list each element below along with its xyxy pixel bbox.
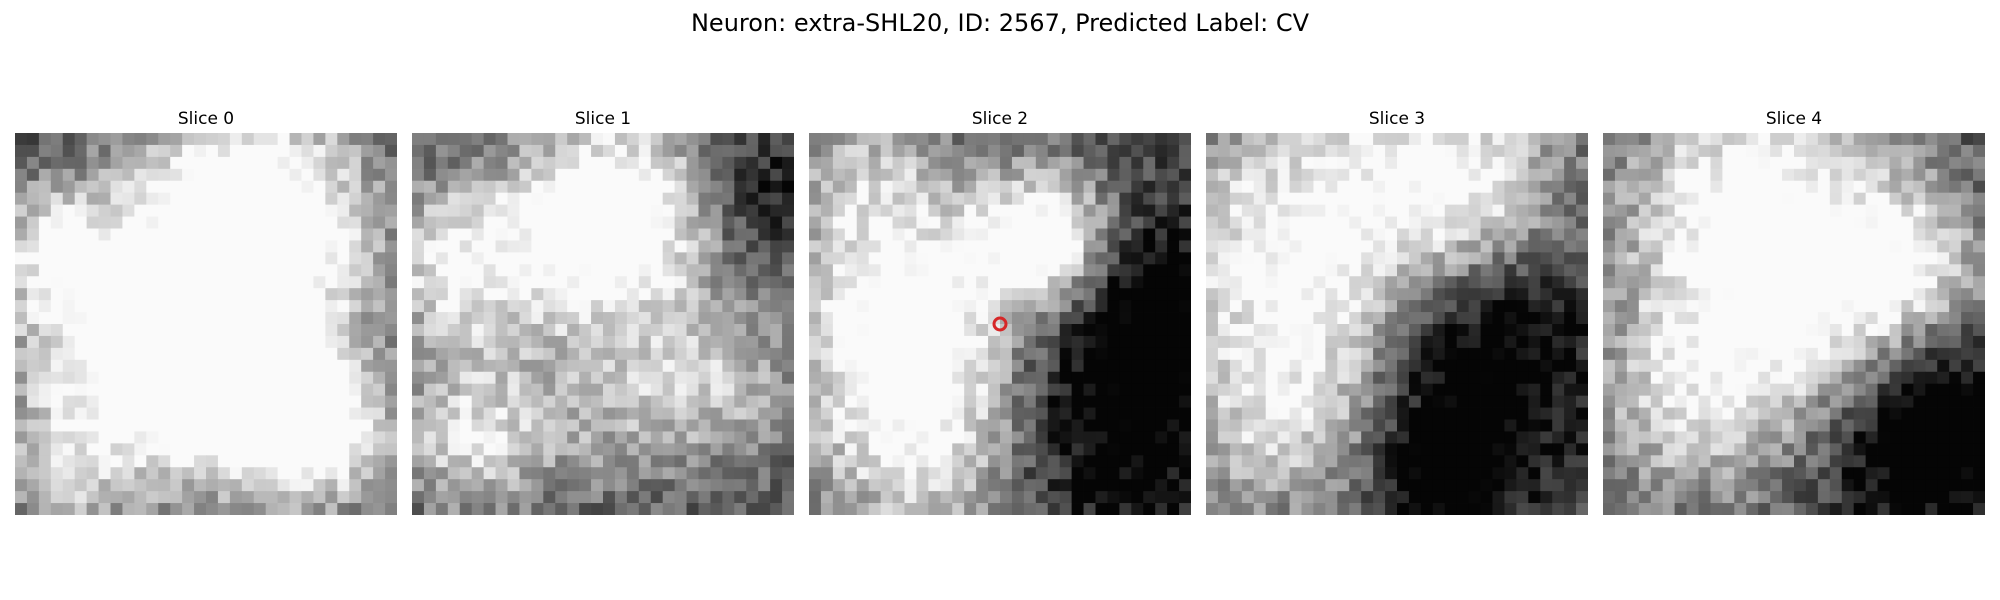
slice-title-3: Slice 3: [1368, 109, 1426, 129]
slice-panel-2: Slice 2: [809, 105, 1191, 515]
slice-title-2: Slice 2: [971, 109, 1029, 129]
slice-image-1: [412, 133, 794, 515]
figure-title: Neuron: extra-SHL20, ID: 2567, Predicted…: [690, 9, 1310, 37]
slice-image-2: [809, 133, 1191, 515]
slice-title-0: Slice 0: [177, 109, 235, 129]
slice-image-3: [1206, 133, 1588, 515]
slice-image-0: [15, 133, 397, 515]
slice-panel-4: Slice 4: [1603, 105, 1985, 515]
slice-panel-1: Slice 1: [412, 105, 794, 515]
slice-title-1: Slice 1: [574, 109, 632, 129]
slice-panel-3: Slice 3: [1206, 105, 1588, 515]
slice-panel-0: Slice 0: [15, 105, 397, 515]
location-marker: [992, 316, 1008, 332]
slice-title-4: Slice 4: [1765, 109, 1823, 129]
slice-image-4: [1603, 133, 1985, 515]
